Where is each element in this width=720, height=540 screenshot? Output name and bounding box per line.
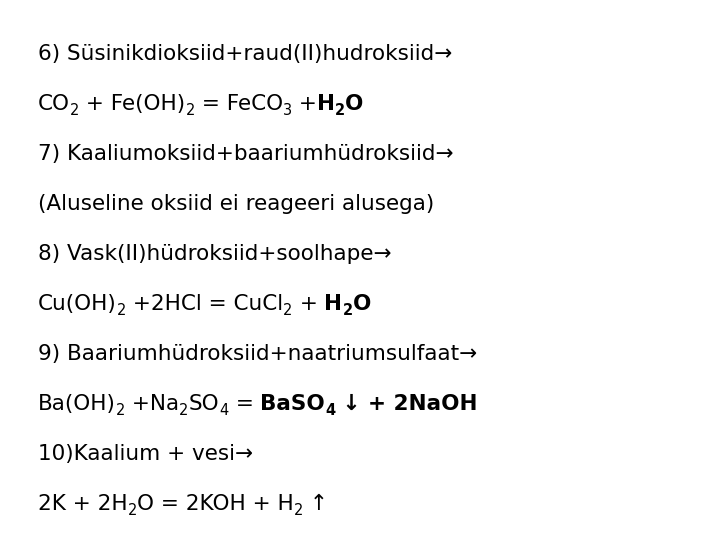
Text: O: O (353, 294, 371, 314)
Text: ↑: ↑ (303, 494, 328, 514)
Text: 2: 2 (186, 103, 195, 118)
Text: 2: 2 (283, 303, 292, 318)
Text: 4: 4 (325, 403, 336, 418)
Text: O: O (345, 94, 364, 114)
Text: 2: 2 (117, 303, 126, 318)
Text: 2: 2 (127, 503, 137, 518)
Text: +: + (292, 94, 317, 114)
Text: +: + (292, 294, 325, 314)
Text: = FeCO: = FeCO (195, 94, 283, 114)
Text: Ba(OH): Ba(OH) (38, 394, 116, 414)
Text: BaSO: BaSO (261, 394, 325, 414)
Text: 9) Baariumhüdroksiid+naatriumsulfaat→: 9) Baariumhüdroksiid+naatriumsulfaat→ (38, 344, 477, 364)
Text: =: = (229, 394, 261, 414)
Text: 2: 2 (294, 503, 303, 518)
Text: 7) Kaaliumoksiid+baariumhüdroksiid→: 7) Kaaliumoksiid+baariumhüdroksiid→ (38, 144, 454, 164)
Text: + Fe(OH): + Fe(OH) (79, 94, 186, 114)
Text: 2: 2 (70, 103, 79, 118)
Text: 6) Süsinikdioksiid+raud(II)hudroksiid→: 6) Süsinikdioksiid+raud(II)hudroksiid→ (38, 44, 452, 64)
Text: 4: 4 (220, 403, 229, 418)
Text: 3: 3 (283, 103, 292, 118)
Text: 2K + 2H: 2K + 2H (38, 494, 127, 514)
Text: 8) Vask(II)hüdroksiid+soolhape→: 8) Vask(II)hüdroksiid+soolhape→ (38, 244, 392, 264)
Text: SO: SO (189, 394, 220, 414)
Text: +2HCl = CuCl: +2HCl = CuCl (126, 294, 283, 314)
Text: 2: 2 (335, 103, 345, 118)
Text: Cu(OH): Cu(OH) (38, 294, 117, 314)
Text: 2: 2 (179, 403, 189, 418)
Text: O = 2KOH + H: O = 2KOH + H (137, 494, 294, 514)
Text: ↓ + 2NaOH: ↓ + 2NaOH (336, 394, 478, 414)
Text: 2: 2 (343, 303, 353, 318)
Text: CO: CO (38, 94, 70, 114)
Text: H: H (325, 294, 343, 314)
Text: 10)Kaalium + vesi→: 10)Kaalium + vesi→ (38, 444, 253, 464)
Text: +Na: +Na (125, 394, 179, 414)
Text: (Aluseline oksiid ei reageeri alusega): (Aluseline oksiid ei reageeri alusega) (38, 194, 434, 214)
Text: 2: 2 (116, 403, 125, 418)
Text: H: H (317, 94, 335, 114)
